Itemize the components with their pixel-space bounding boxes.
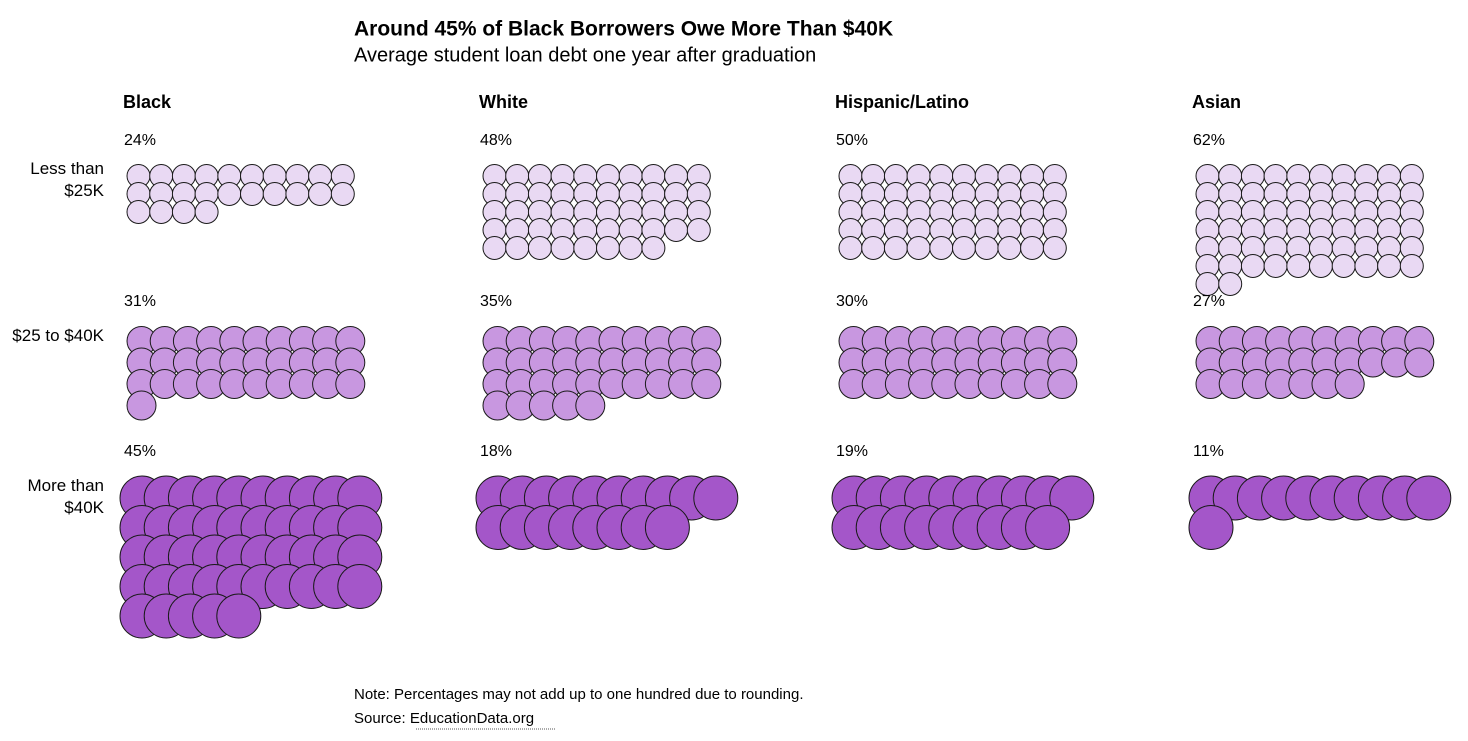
unit-circle	[1042, 236, 1067, 260]
unit-circle	[1354, 254, 1379, 278]
column-header: Black	[123, 92, 172, 112]
chart-subtitle: Average student loan debt one year after…	[354, 44, 816, 66]
column-header: Asian	[1192, 92, 1241, 112]
unit-circle	[308, 182, 333, 206]
chart-title: Around 45% of Black Borrowers Owe More T…	[354, 18, 893, 41]
unit-circle	[1049, 475, 1095, 521]
unit-circle	[929, 236, 954, 260]
unit-circle	[262, 182, 287, 206]
source: Source: EducationData.org	[354, 710, 534, 727]
unit-group	[1195, 164, 1424, 296]
unit-circle	[550, 236, 575, 260]
unit-circle	[1263, 254, 1288, 278]
unit-group	[1188, 475, 1452, 550]
unit-circle	[883, 236, 908, 260]
unit-circle	[644, 505, 690, 550]
value-label: 31%	[124, 293, 156, 310]
unit-circle	[482, 236, 507, 260]
unit-circle	[596, 236, 620, 260]
unit-circle	[1377, 254, 1402, 278]
unit-group	[831, 475, 1095, 550]
unit-circle	[573, 236, 598, 260]
unit-circle	[216, 593, 262, 639]
value-label: 45%	[124, 443, 156, 460]
value-label: 62%	[1193, 132, 1225, 149]
unit-circle	[126, 200, 151, 224]
unit-circle	[575, 390, 606, 421]
column-header: White	[479, 92, 528, 112]
unit-circle	[686, 218, 711, 242]
unit-circle	[861, 236, 886, 260]
unit-circle	[1025, 505, 1071, 550]
unit-circle	[194, 200, 219, 224]
column-header: Hispanic/Latino	[835, 92, 969, 112]
unit-circle	[1195, 272, 1220, 296]
value-label: 19%	[836, 443, 868, 460]
unit-circle	[641, 236, 666, 260]
row-label: Less than $25K	[30, 159, 104, 200]
unit-circle	[1240, 254, 1265, 278]
value-label: 30%	[836, 293, 868, 310]
unit-group	[126, 326, 366, 421]
unit-circle	[693, 475, 739, 521]
unit-group	[1195, 326, 1435, 399]
note: Note: Percentages may not add up to one …	[354, 686, 804, 703]
unit-circle	[1309, 254, 1333, 278]
unit-circle	[337, 564, 383, 609]
unit-circle	[691, 369, 722, 399]
unit-circle	[664, 218, 689, 242]
unit-group	[838, 326, 1078, 399]
unit-circle	[335, 369, 366, 399]
unit-circle	[285, 182, 310, 206]
unit-circle	[217, 182, 242, 206]
unit-circle	[126, 390, 157, 421]
unit-circle	[1399, 254, 1424, 278]
unit-group	[482, 164, 711, 260]
unit-circle	[1406, 475, 1452, 521]
value-label: 18%	[480, 443, 512, 460]
unit-group	[475, 475, 739, 550]
unit-circle	[505, 236, 530, 260]
unit-circle	[1188, 505, 1234, 550]
unit-circle	[171, 200, 196, 224]
unit-circle	[1218, 272, 1243, 296]
unit-circle	[527, 236, 552, 260]
unit-circle	[997, 236, 1022, 260]
value-label: 48%	[480, 132, 512, 149]
unit-circle	[838, 236, 863, 260]
unit-circle	[1047, 369, 1078, 399]
unit-circle	[1334, 369, 1365, 399]
unit-circle	[1331, 254, 1356, 278]
unit-circle	[240, 182, 264, 206]
unit-circle	[1020, 236, 1045, 260]
unit-group	[119, 475, 383, 639]
value-label: 27%	[1193, 293, 1225, 310]
value-label: 50%	[836, 132, 868, 149]
unit-circle	[1404, 347, 1435, 378]
unit-circle	[974, 236, 999, 260]
unit-circle	[906, 236, 931, 260]
unit-circle	[1286, 254, 1311, 278]
unit-group	[838, 164, 1067, 260]
value-label: 11%	[1193, 443, 1224, 460]
value-label: 24%	[124, 132, 156, 149]
row-label: More than $40K	[27, 476, 104, 517]
unit-circle	[952, 236, 976, 260]
value-label: 35%	[480, 293, 512, 310]
unit-circle	[149, 200, 174, 224]
unit-group	[126, 164, 355, 224]
unit-circle	[330, 182, 355, 206]
row-label: $25 to $40K	[12, 326, 104, 345]
unit-circle	[618, 236, 643, 260]
unit-group	[482, 326, 722, 421]
